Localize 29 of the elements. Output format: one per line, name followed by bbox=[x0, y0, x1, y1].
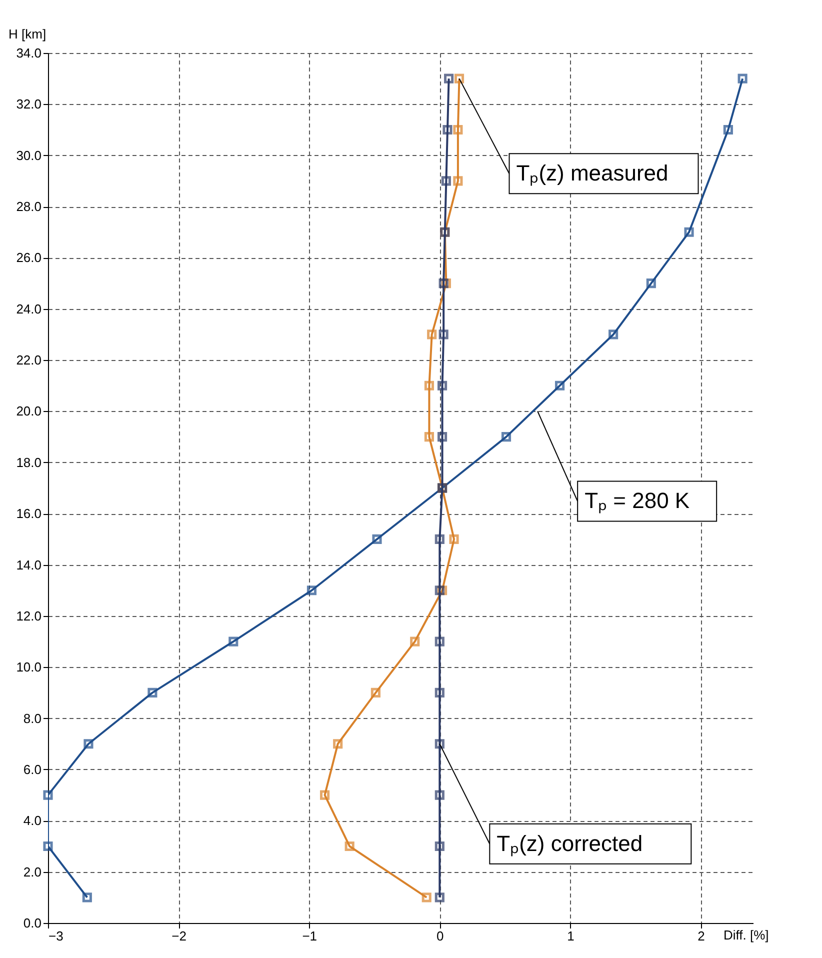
y-tick-label: 28.0 bbox=[16, 199, 42, 214]
y-tick-label: 34.0 bbox=[16, 46, 42, 60]
y-tick-label: 10.0 bbox=[16, 660, 42, 675]
y-tick-label: 2.0 bbox=[23, 864, 42, 880]
y-tick-label: 20.0 bbox=[16, 404, 42, 419]
x-tick-label: 1 bbox=[567, 928, 574, 944]
y-tick-label: 14.0 bbox=[16, 557, 42, 572]
x-tick-label: −2 bbox=[172, 928, 186, 944]
annotation: Tₚ(z) measured bbox=[516, 160, 668, 187]
y-tick-label: 12.0 bbox=[16, 608, 42, 624]
x-axis-title: Diff. [%] bbox=[724, 928, 769, 942]
y-tick-label: 8.0 bbox=[23, 710, 42, 726]
y-tick-label: 0.0 bbox=[23, 916, 42, 930]
y-tick-label: 32.0 bbox=[16, 96, 42, 112]
x-tick-label: 2 bbox=[698, 928, 705, 944]
y-tick-label: 26.0 bbox=[16, 250, 42, 266]
y-axis-title: H [km] bbox=[8, 26, 46, 42]
y-tick-label: 6.0 bbox=[23, 762, 42, 777]
y-tick-label: 18.0 bbox=[16, 454, 42, 470]
annotation: Tₚ = 280 K bbox=[584, 488, 690, 514]
y-tick-label: 24.0 bbox=[16, 301, 42, 316]
annotation: Tₚ(z) corrected bbox=[496, 830, 643, 857]
y-tick-label: 30.0 bbox=[16, 148, 42, 163]
y-tick-label: 4.0 bbox=[23, 813, 42, 828]
y-tick-label: 16.0 bbox=[16, 506, 42, 522]
x-tick-label: 0 bbox=[436, 928, 444, 944]
x-tick-label: −1 bbox=[302, 928, 318, 944]
y-tick-label: 22.0 bbox=[16, 352, 42, 368]
x-tick-label: −3 bbox=[48, 928, 64, 944]
